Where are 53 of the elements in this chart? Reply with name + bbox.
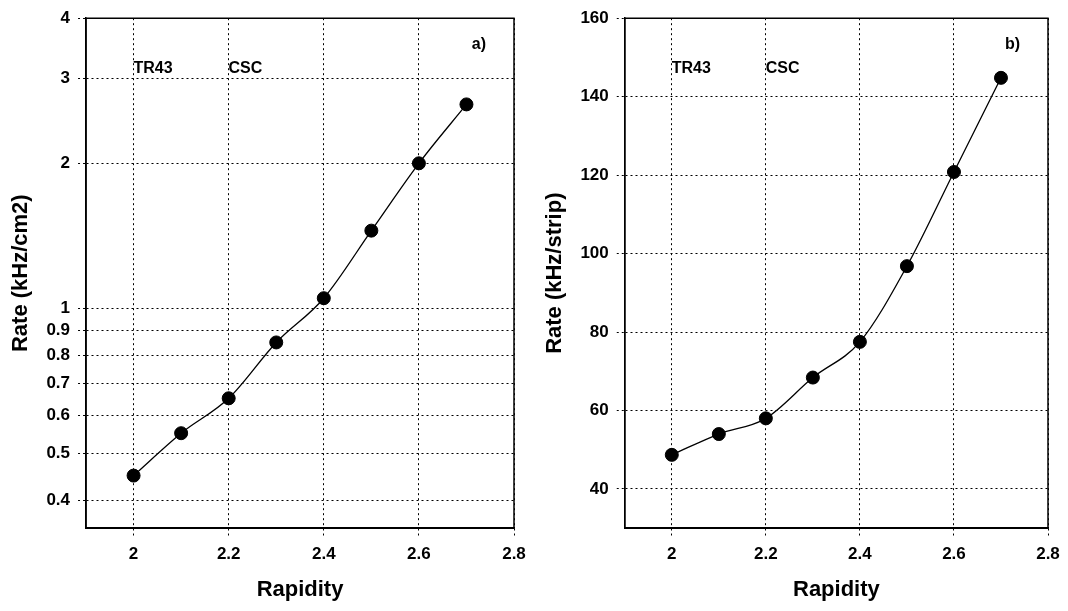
y-tick-label: 1 [60, 298, 71, 318]
point [993, 70, 1008, 85]
x-tick-label: 2 [667, 544, 677, 564]
y-tick-label: 160 [580, 7, 609, 27]
y-axis-title: Rate (kHz/cm2) [7, 194, 33, 353]
y-tick-label: 60 [589, 400, 609, 420]
annotation: TR43 [133, 58, 173, 76]
y-tick-label: 0.7 [46, 372, 71, 392]
point [852, 334, 867, 349]
y-tick-label: 100 [580, 243, 609, 263]
x-tick-label: 2.8 [1036, 544, 1060, 564]
x-axis-title: Rapidity [256, 575, 345, 601]
point [316, 291, 331, 306]
x-tick-label: 2.2 [754, 544, 778, 564]
point [364, 223, 379, 238]
x-tick-label: 2.2 [216, 544, 241, 564]
point [126, 468, 141, 483]
x-tick-label: 2 [128, 544, 139, 564]
y-axis-title: Rate (kHz/strip) [541, 192, 567, 354]
y-tick-label: 0.9 [46, 320, 71, 340]
point [758, 411, 773, 426]
x-tick-label: 2.8 [502, 544, 526, 564]
y-tick-label: 3 [60, 68, 71, 88]
x-tick-label: 2.6 [942, 544, 966, 564]
point [711, 427, 726, 442]
point [174, 426, 189, 441]
point [664, 447, 679, 462]
y-tick-label: 2 [60, 153, 71, 172]
point [946, 164, 961, 179]
x-axis-title: Rapidity [792, 575, 881, 601]
y-tick-label: 120 [580, 164, 609, 184]
y-tick-label: 0.5 [46, 443, 71, 463]
y-tick-label: 80 [589, 321, 609, 341]
annotation: CSC [765, 58, 800, 76]
x-tick-label: 2.4 [311, 544, 337, 564]
y-tick-label: 40 [589, 478, 609, 498]
x-tick-label: 2.6 [407, 544, 431, 564]
y-tick-label: 4 [60, 7, 71, 27]
y-tick-label: 0.4 [46, 489, 71, 509]
annotation: CSC [228, 58, 263, 76]
y-tick-label: 0.8 [46, 344, 71, 364]
point [459, 97, 474, 112]
y-tick-label: 140 [580, 86, 609, 106]
annotation: b) [1004, 34, 1020, 52]
point [899, 259, 914, 274]
x-tick-label: 2.4 [848, 544, 873, 564]
annotation: a) [471, 34, 486, 52]
y-tick-label: 0.6 [46, 405, 71, 425]
point [805, 370, 820, 385]
point [269, 335, 284, 350]
point [411, 156, 426, 171]
point [221, 391, 236, 406]
annotation: TR43 [671, 58, 711, 76]
